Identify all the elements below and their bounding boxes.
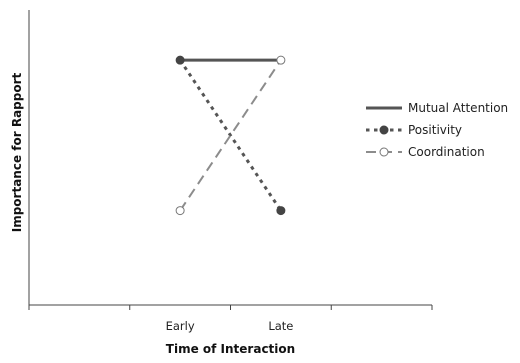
x-tick-labels: Early Late	[166, 319, 294, 333]
data-point-coordination-late	[276, 55, 286, 65]
x-tick-label-late: Late	[268, 319, 293, 333]
legend-item-positivity: Positivity	[366, 123, 462, 137]
series-positivity	[175, 55, 286, 216]
x-tick-label-early: Early	[166, 319, 195, 333]
data-point-positivity-late	[276, 206, 286, 216]
y-axis-title: Importance for Rapport	[10, 72, 24, 232]
legend: Mutual Attention Positivity Coordination	[366, 101, 508, 159]
series-coordination	[175, 55, 286, 216]
series-layer	[175, 55, 286, 216]
legend-label-positivity: Positivity	[408, 123, 462, 137]
series-line-positivity	[178, 59, 283, 212]
legend-marker-positivity	[379, 125, 389, 135]
legend-item-coordination: Coordination	[366, 145, 485, 159]
x-axis-title: Time of Interaction	[166, 342, 295, 356]
series-line-coordination	[179, 59, 282, 212]
legend-marker-coordination	[379, 147, 389, 157]
data-point-positivity-early	[175, 55, 185, 65]
legend-label-mutual-attention: Mutual Attention	[408, 101, 508, 115]
data-point-coordination-early	[175, 206, 185, 216]
legend-item-mutual-attention: Mutual Attention	[366, 101, 508, 115]
x-ticks	[28, 305, 433, 310]
legend-label-coordination: Coordination	[408, 145, 485, 159]
